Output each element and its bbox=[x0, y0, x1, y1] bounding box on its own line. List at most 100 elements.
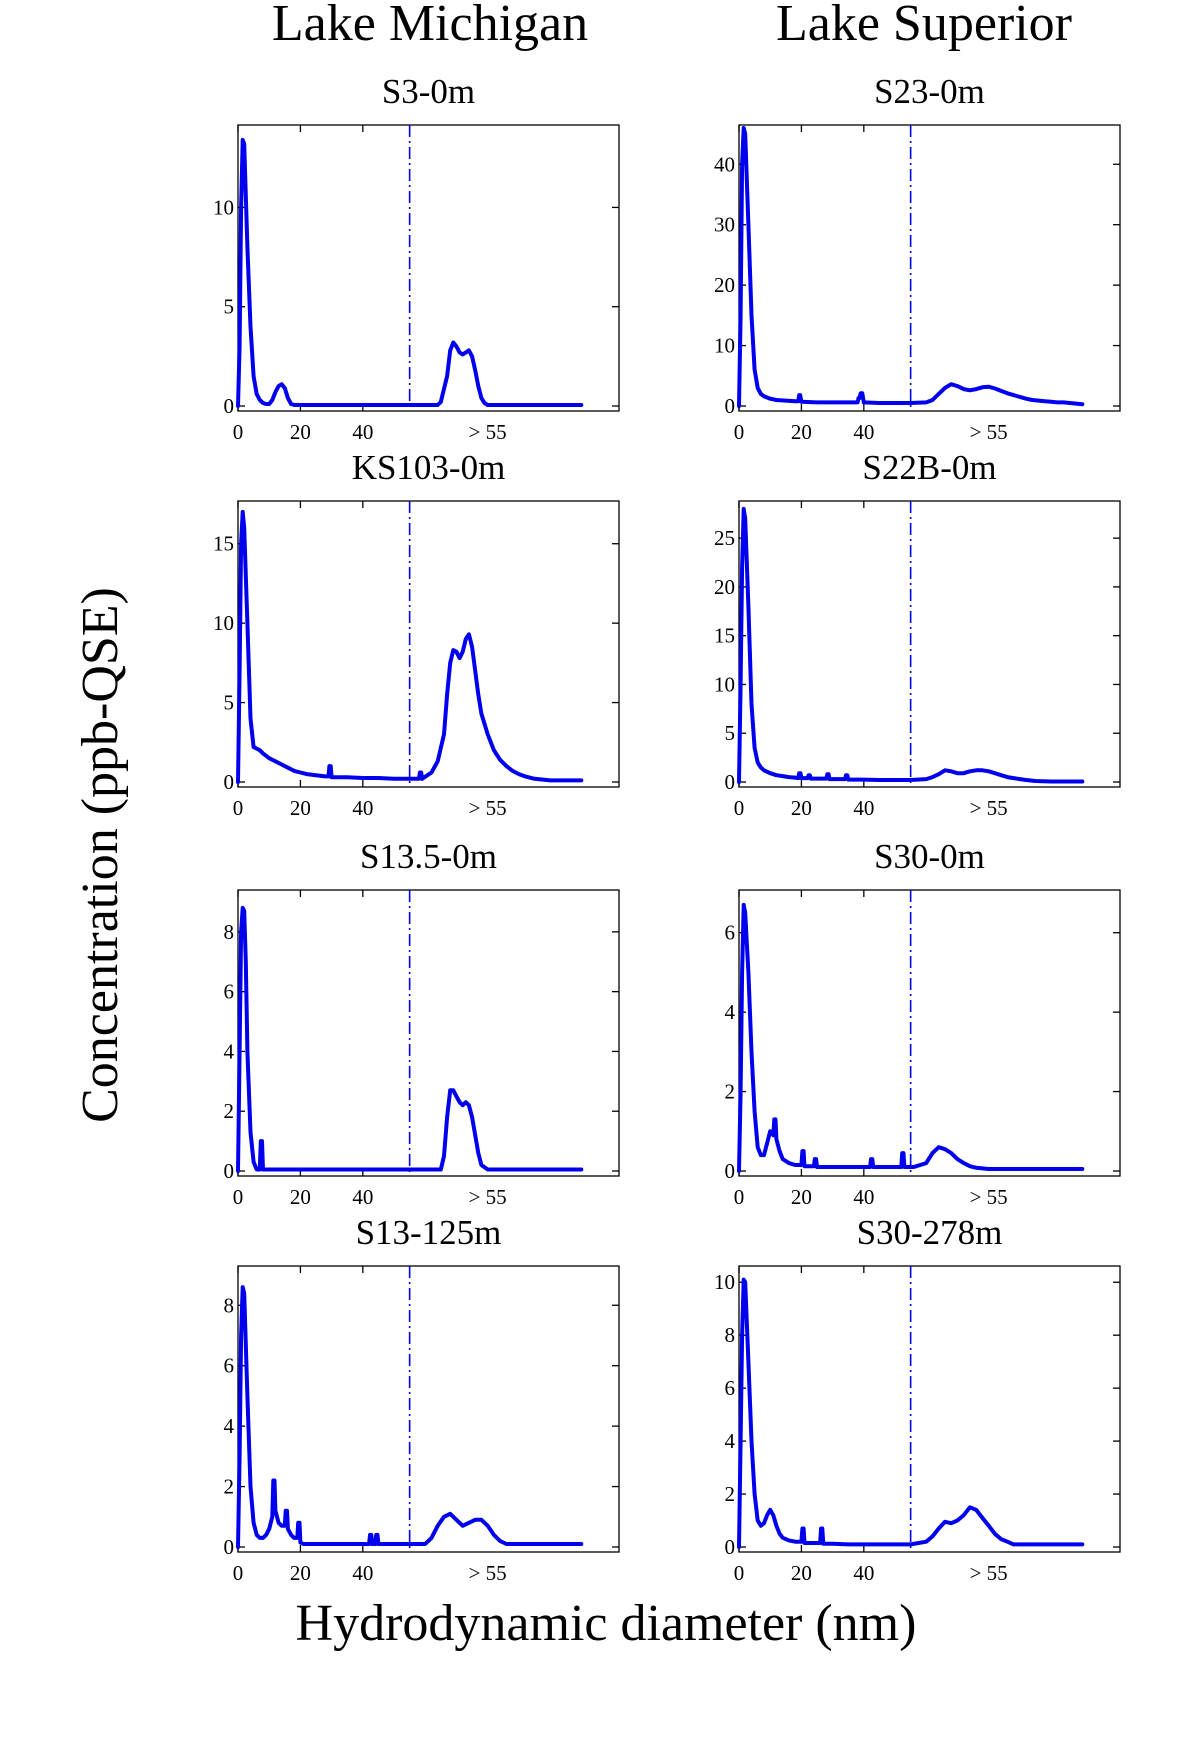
y-tick-label: 8 bbox=[224, 1293, 235, 1317]
series-line bbox=[236, 509, 584, 784]
y-tick-label: 25 bbox=[714, 526, 735, 550]
y-tick-label: 15 bbox=[714, 624, 735, 648]
x-tick-label: 20 bbox=[290, 1561, 311, 1585]
panel: S13-125m 0 2 4 6 8 0 20 40 > 55 bbox=[224, 1213, 620, 1585]
x-tick-label: 40 bbox=[853, 796, 874, 820]
x-tick-label: 0 bbox=[734, 796, 745, 820]
panel: KS103-0m 0 5 10 15 0 20 40 > 55 bbox=[213, 448, 620, 820]
plot-frame bbox=[237, 889, 620, 1177]
series-line bbox=[236, 1285, 584, 1549]
series-line bbox=[737, 1277, 1085, 1549]
y-tick-label: 6 bbox=[224, 980, 235, 1004]
x-tick-label: 40 bbox=[853, 1561, 874, 1585]
x-tick-label-extra: > 55 bbox=[469, 420, 507, 444]
y-tick-label: 2 bbox=[224, 1475, 235, 1499]
y-tick-label: 0 bbox=[725, 394, 736, 418]
x-tick-label: 20 bbox=[290, 420, 311, 444]
plot-frame bbox=[237, 1265, 620, 1553]
y-tick-label: 2 bbox=[725, 1080, 736, 1104]
series-line bbox=[737, 126, 1085, 408]
x-tick-label: 20 bbox=[791, 1185, 812, 1209]
x-tick-label-extra: > 55 bbox=[469, 1561, 507, 1585]
plot-frame bbox=[738, 1265, 1121, 1553]
plot-frame bbox=[237, 124, 620, 412]
panel-title: KS103-0m bbox=[352, 448, 506, 487]
y-tick-label: 40 bbox=[714, 152, 735, 176]
y-tick-label: 0 bbox=[725, 1159, 736, 1183]
y-tick-label: 5 bbox=[224, 295, 235, 319]
panel: S13.5-0m 0 2 4 6 8 0 20 40 > 55 bbox=[224, 837, 620, 1209]
y-tick-label: 30 bbox=[714, 213, 735, 237]
series-line bbox=[236, 905, 584, 1173]
panel-title: S30-278m bbox=[857, 1213, 1003, 1252]
y-tick-label: 6 bbox=[224, 1354, 235, 1378]
y-tick-label: 20 bbox=[714, 273, 735, 297]
y-tick-label: 0 bbox=[725, 1535, 736, 1559]
panel: S3-0m 0 5 10 0 20 40 > 55 bbox=[213, 72, 620, 444]
series-line bbox=[737, 506, 1085, 784]
y-tick-label: 0 bbox=[224, 770, 235, 794]
x-tick-label: 0 bbox=[734, 1185, 745, 1209]
y-tick-label: 0 bbox=[224, 394, 235, 418]
y-tick-label: 10 bbox=[714, 1270, 735, 1294]
y-tick-label: 6 bbox=[725, 921, 736, 945]
y-tick-label: 2 bbox=[224, 1099, 235, 1123]
x-tick-label: 40 bbox=[352, 1185, 373, 1209]
panel-title: S30-0m bbox=[874, 837, 985, 876]
plot-frame bbox=[738, 500, 1121, 788]
x-tick-label-extra: > 55 bbox=[970, 1185, 1008, 1209]
x-tick-label-extra: > 55 bbox=[469, 796, 507, 820]
y-tick-label: 0 bbox=[224, 1535, 235, 1559]
panel-title: S13.5-0m bbox=[360, 837, 497, 876]
column-title-lake-michigan: Lake Michigan bbox=[272, 0, 588, 52]
y-tick-label: 0 bbox=[725, 770, 736, 794]
x-tick-label: 0 bbox=[734, 420, 745, 444]
y-tick-label: 6 bbox=[725, 1376, 736, 1400]
y-tick-label: 0 bbox=[224, 1159, 235, 1183]
plot-frame bbox=[237, 500, 620, 788]
panel: S23-0m 0 10 20 30 40 0 20 40 > 55 bbox=[714, 72, 1121, 444]
x-tick-label: 0 bbox=[734, 1561, 745, 1585]
y-tick-label: 8 bbox=[224, 920, 235, 944]
x-tick-label-extra: > 55 bbox=[970, 796, 1008, 820]
y-tick-label: 4 bbox=[725, 1429, 736, 1453]
y-tick-label: 4 bbox=[725, 1000, 736, 1024]
panel: S30-278m 0 2 4 6 8 10 0 20 40 > 55 bbox=[714, 1213, 1121, 1585]
panel: S22B-0m 0 5 10 15 20 25 0 20 40 > 55 bbox=[714, 448, 1121, 820]
x-tick-label: 20 bbox=[791, 796, 812, 820]
x-axis-label: Hydrodynamic diameter (nm) bbox=[296, 1595, 917, 1652]
y-tick-label: 8 bbox=[725, 1323, 736, 1347]
panel-title: S22B-0m bbox=[862, 448, 996, 487]
series-line bbox=[737, 902, 1085, 1173]
x-tick-label: 40 bbox=[853, 420, 874, 444]
y-tick-label: 10 bbox=[213, 195, 234, 219]
y-tick-label: 10 bbox=[714, 334, 735, 358]
x-tick-label: 0 bbox=[233, 420, 244, 444]
y-tick-label: 2 bbox=[725, 1482, 736, 1506]
panel: S30-0m 0 2 4 6 0 20 40 > 55 bbox=[725, 837, 1121, 1209]
y-tick-label: 20 bbox=[714, 575, 735, 599]
y-tick-label: 4 bbox=[224, 1414, 235, 1438]
y-tick-label: 10 bbox=[714, 672, 735, 696]
panel-title: S23-0m bbox=[874, 72, 985, 111]
panel-title: S3-0m bbox=[382, 72, 475, 111]
y-tick-label: 4 bbox=[224, 1039, 235, 1063]
x-tick-label: 20 bbox=[290, 1185, 311, 1209]
x-tick-label: 20 bbox=[791, 1561, 812, 1585]
x-tick-label: 0 bbox=[233, 1561, 244, 1585]
x-tick-label: 40 bbox=[352, 796, 373, 820]
y-tick-label: 10 bbox=[213, 611, 234, 635]
column-title-lake-superior: Lake Superior bbox=[776, 0, 1072, 52]
x-tick-label: 20 bbox=[290, 796, 311, 820]
plot-frame bbox=[738, 889, 1121, 1177]
plot-frame bbox=[738, 124, 1121, 412]
x-tick-label: 20 bbox=[791, 420, 812, 444]
x-tick-label-extra: > 55 bbox=[970, 1561, 1008, 1585]
x-tick-label: 40 bbox=[352, 1561, 373, 1585]
x-tick-label: 40 bbox=[853, 1185, 874, 1209]
y-axis-label: Concentration (ppb-QSE) bbox=[72, 587, 129, 1123]
x-tick-label: 0 bbox=[233, 796, 244, 820]
panel-title: S13-125m bbox=[356, 1213, 502, 1252]
